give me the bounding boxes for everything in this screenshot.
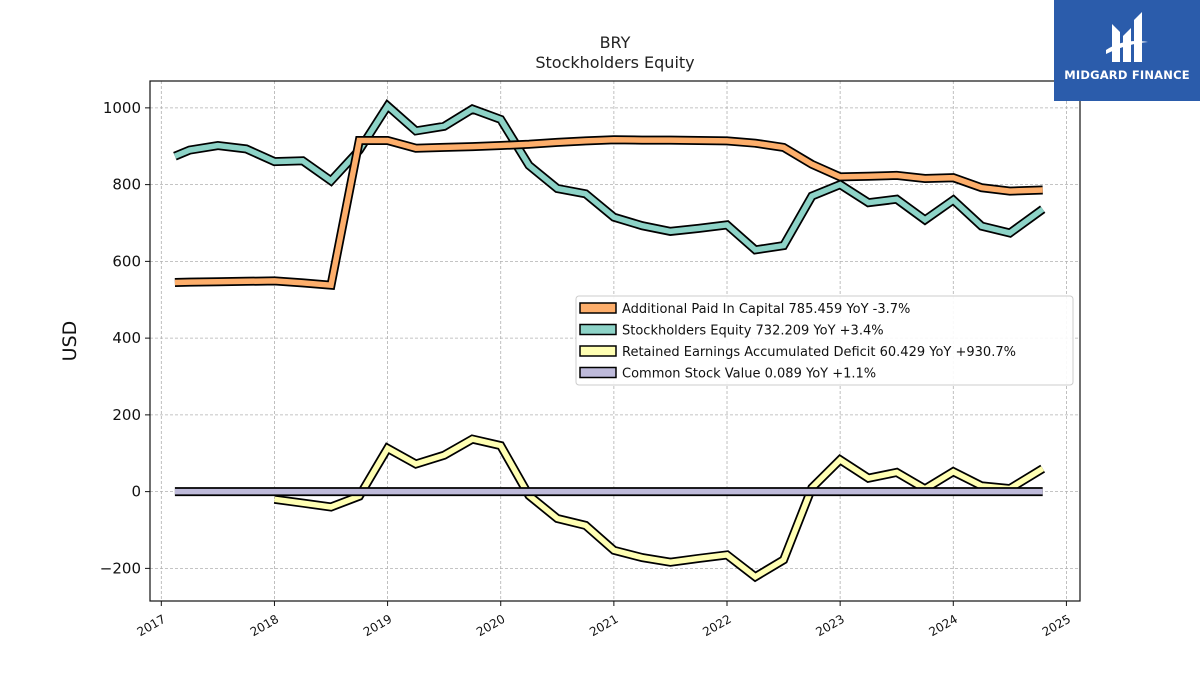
y-tick-label: 400 <box>112 329 141 347</box>
chart-title: BRY <box>600 33 631 52</box>
x-tick-label: 2018 <box>248 612 281 639</box>
y-tick-label: −200 <box>100 559 141 577</box>
x-tick-label: 2024 <box>927 612 960 639</box>
y-tick-label: 800 <box>112 176 141 194</box>
x-tick-label: 2020 <box>474 612 507 639</box>
series-line-retained-earnings-accumulated-deficit <box>274 436 1045 581</box>
series-line-stockholders-equity <box>173 101 1045 253</box>
y-tick-label: 1000 <box>103 99 141 117</box>
series-outline-retained-earnings-accumulated-deficit <box>273 434 1046 583</box>
legend-swatch-stockholders-equity <box>579 323 617 336</box>
x-axis-ticks: 2017 2018 2019 2020 2021 2022 2023 2024 2025 <box>135 601 1073 639</box>
series-line-additional-paid-in-capital <box>174 136 1043 289</box>
legend: Additional Paid In Capital 785.459 YoY -… <box>575 295 1074 386</box>
legend-label-retained-earnings-accumulated-deficit: Retained Earnings Accumulated Deficit 60… <box>622 345 1016 360</box>
y-axis-ticks: −200 0 200 400 600 800 1000 <box>100 99 150 577</box>
y-axis-label: USD <box>59 321 81 362</box>
x-tick-label: 2025 <box>1040 612 1073 639</box>
midgard-logo-icon <box>1106 12 1148 62</box>
legend-swatch-retained-earnings-accumulated-deficit <box>579 345 617 357</box>
x-tick-label: 2021 <box>587 612 620 639</box>
y-tick-label: 200 <box>112 406 141 424</box>
legend-swatch-additional-paid-in-capital <box>579 302 617 314</box>
series-lines <box>173 99 1046 583</box>
x-tick-label: 2023 <box>813 612 846 639</box>
legend-label-common-stock-value: Common Stock Value 0.089 YoY +1.1% <box>622 367 876 382</box>
y-tick-label: 600 <box>112 252 141 270</box>
brand-name: MIDGARD FINANCE <box>1064 68 1190 82</box>
y-tick-label: 0 <box>131 483 141 501</box>
brand-watermark: MIDGARD FINANCE <box>1054 0 1200 101</box>
legend-box <box>575 295 1074 386</box>
legend-label-stockholders-equity: Stockholders Equity 732.209 YoY +3.4% <box>622 324 884 339</box>
x-tick-label: 2019 <box>361 612 394 639</box>
plot-area-frame <box>149 80 1081 602</box>
chart-subtitle: Stockholders Equity <box>535 53 694 72</box>
legend-label-additional-paid-in-capital: Additional Paid In Capital 785.459 YoY -… <box>622 302 910 317</box>
legend-swatch-common-stock-value <box>579 366 617 379</box>
x-tick-label: 2017 <box>135 612 168 639</box>
x-tick-label: 2022 <box>700 612 733 639</box>
